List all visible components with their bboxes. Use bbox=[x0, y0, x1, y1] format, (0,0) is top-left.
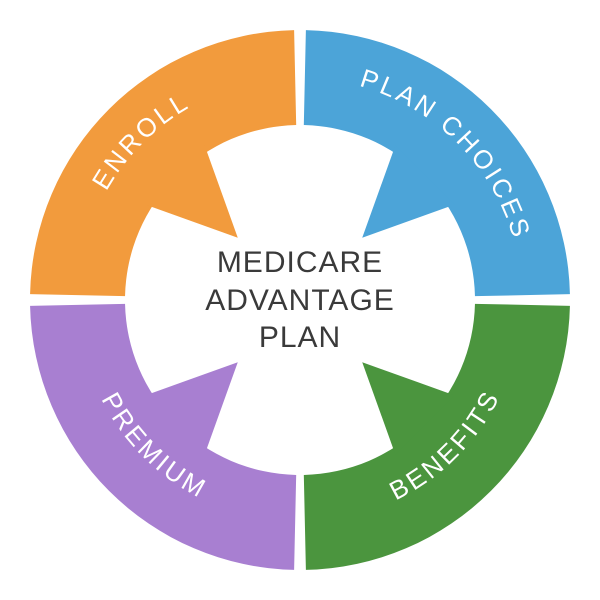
diagram-stage: PLAN CHOICESBENEFITSPREMIUMENROLL MEDICA… bbox=[0, 0, 600, 600]
center-title: MEDICARE ADVANTAGE PLAN bbox=[205, 244, 395, 357]
